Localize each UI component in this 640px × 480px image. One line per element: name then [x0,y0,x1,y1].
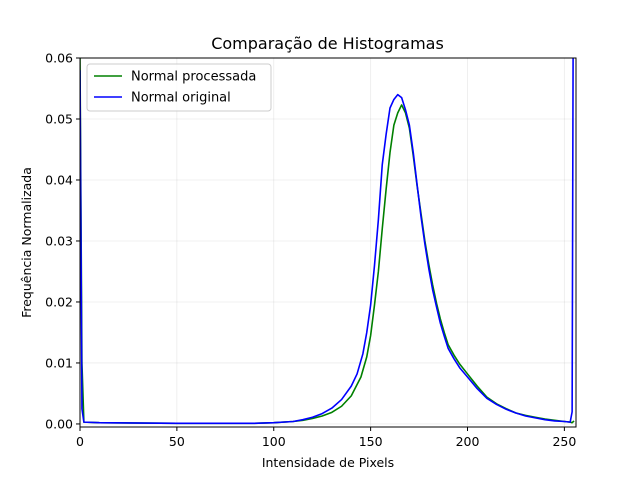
x-tick-label: 50 [169,434,185,449]
x-tick-label: 200 [456,434,480,449]
y-axis-label: Frequência Normalizada [19,167,34,318]
x-tick-label: 100 [262,434,286,449]
legend-label-1: Normal original [131,91,231,106]
legend-label-0: Normal processada [131,70,256,85]
x-tick-label: 250 [552,434,576,449]
y-tick-label: 0.03 [45,233,73,248]
x-tick-label: 0 [76,434,84,449]
y-tick-label: 0.06 [45,51,73,66]
y-tick-label: 0.02 [45,294,73,309]
y-tick-label: 0.01 [45,355,73,370]
x-tick-label: 150 [359,434,383,449]
chart-title: Comparação de Histogramas [211,34,444,53]
legend-box [86,63,272,112]
y-tick-label: 0.05 [45,111,73,126]
y-tick-label: 0.00 [45,416,73,431]
plot-frame [79,57,577,428]
series-line-1 [80,58,574,425]
series-layer [80,58,575,425]
y-tick-label: 0.04 [45,172,73,187]
x-axis-ticks: 0 50 100 150 200 250 [76,427,576,449]
grid-lines [79,57,576,427]
x-axis-label: Intensidade de Pixels [262,455,394,470]
legend: Normal processada Normal original [86,63,272,112]
y-axis-ticks: 0.00 0.01 0.02 0.03 0.04 0.05 0.06 [45,51,80,431]
